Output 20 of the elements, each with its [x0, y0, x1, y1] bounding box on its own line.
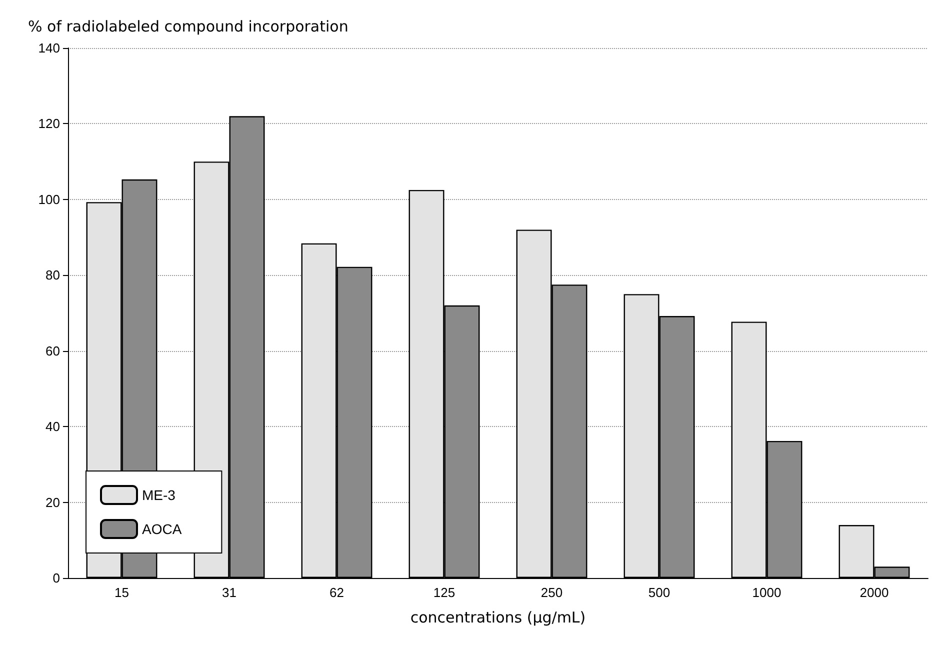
x-tick-label: 500 [648, 585, 670, 600]
y-tick-label: 20 [46, 494, 60, 510]
y-axis-title: % of radiolabeled compound incorporation [28, 18, 348, 36]
y-tick-label: 0 [52, 570, 60, 586]
y-tick-label: 120 [38, 116, 60, 132]
x-tick-label: 2000 [860, 585, 889, 600]
legend-label: AOCA [142, 521, 182, 537]
x-tick-label: 125 [433, 585, 456, 600]
y-tick-label: 140 [38, 40, 60, 56]
y-tick-label: 100 [38, 192, 60, 207]
y-tick-label: 80 [46, 268, 60, 283]
y-tick-label: 40 [46, 419, 60, 434]
x-tick-label: 250 [540, 585, 563, 600]
x-tick-label: 62 [330, 585, 344, 600]
y-tick-label: 60 [46, 343, 60, 358]
x-tick-label: 31 [222, 585, 236, 600]
x-axis-title: concentrations (µg/mL) [410, 608, 586, 626]
x-tick-label: 1000 [752, 585, 782, 600]
legend-label: ME-3 [142, 487, 176, 503]
x-tick-label: 15 [114, 585, 129, 600]
